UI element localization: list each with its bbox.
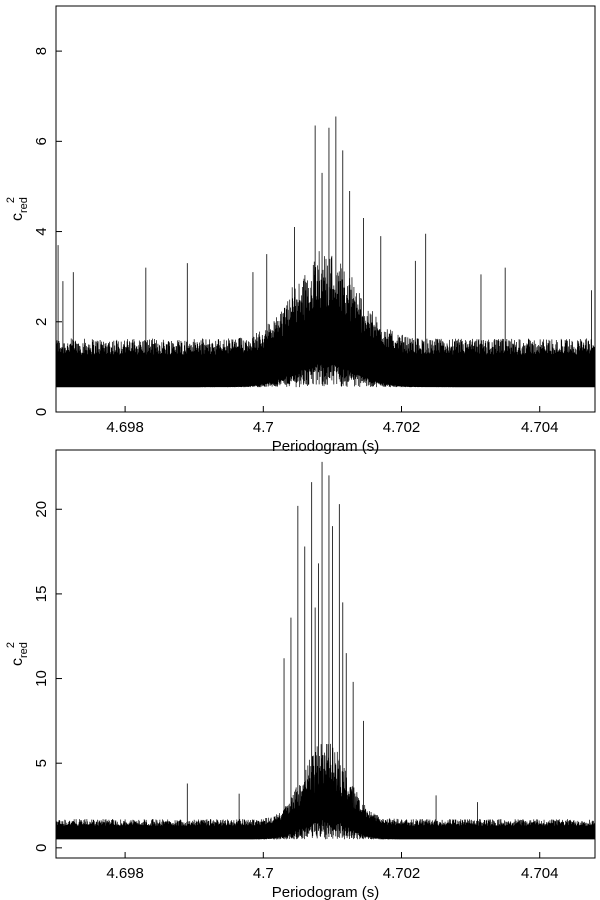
y-axis-label: cred2 xyxy=(5,642,30,666)
y-tick-label: 15 xyxy=(33,586,50,603)
y-tick-label: 8 xyxy=(33,47,50,55)
series-trace xyxy=(55,251,596,388)
y-axis-label: cred2 xyxy=(5,197,30,221)
x-tick-label: 4.702 xyxy=(383,865,421,882)
plot-frame xyxy=(55,449,596,859)
y-tick-label: 4 xyxy=(33,227,50,235)
panel-1: 0 2 4 6 8 4.698 4.7 4.702 4.704 Periodogram (s) cr… xyxy=(5,5,596,455)
x-tick-label: 4.704 xyxy=(521,865,559,882)
x-tick-label: 4.7 xyxy=(253,419,274,436)
x-tick-label: 4.704 xyxy=(521,419,559,436)
y-tick-label: 0 xyxy=(33,844,50,852)
x-tick-label: 4.7 xyxy=(253,865,274,882)
y-tick-label: 2 xyxy=(33,318,50,326)
plot-frame xyxy=(55,5,596,413)
y-tick-label: 6 xyxy=(33,137,50,145)
y-tick-label: 20 xyxy=(33,501,50,518)
series-trace xyxy=(55,743,596,840)
x-axis-label: Periodogram (s) xyxy=(272,438,380,455)
panel-2: 0 5 10 15 20 4.698 4.7 4.702 4.704 Periodogram (s… xyxy=(5,449,596,900)
x-tick-label: 4.698 xyxy=(106,419,144,436)
x-tick-label: 4.698 xyxy=(106,865,144,882)
x-axis-label: Periodogram (s) xyxy=(272,884,380,900)
y-tick-label: 10 xyxy=(33,670,50,687)
y-tick-label: 5 xyxy=(33,759,50,767)
x-tick-label: 4.702 xyxy=(383,419,421,436)
y-tick-label: 0 xyxy=(33,408,50,416)
